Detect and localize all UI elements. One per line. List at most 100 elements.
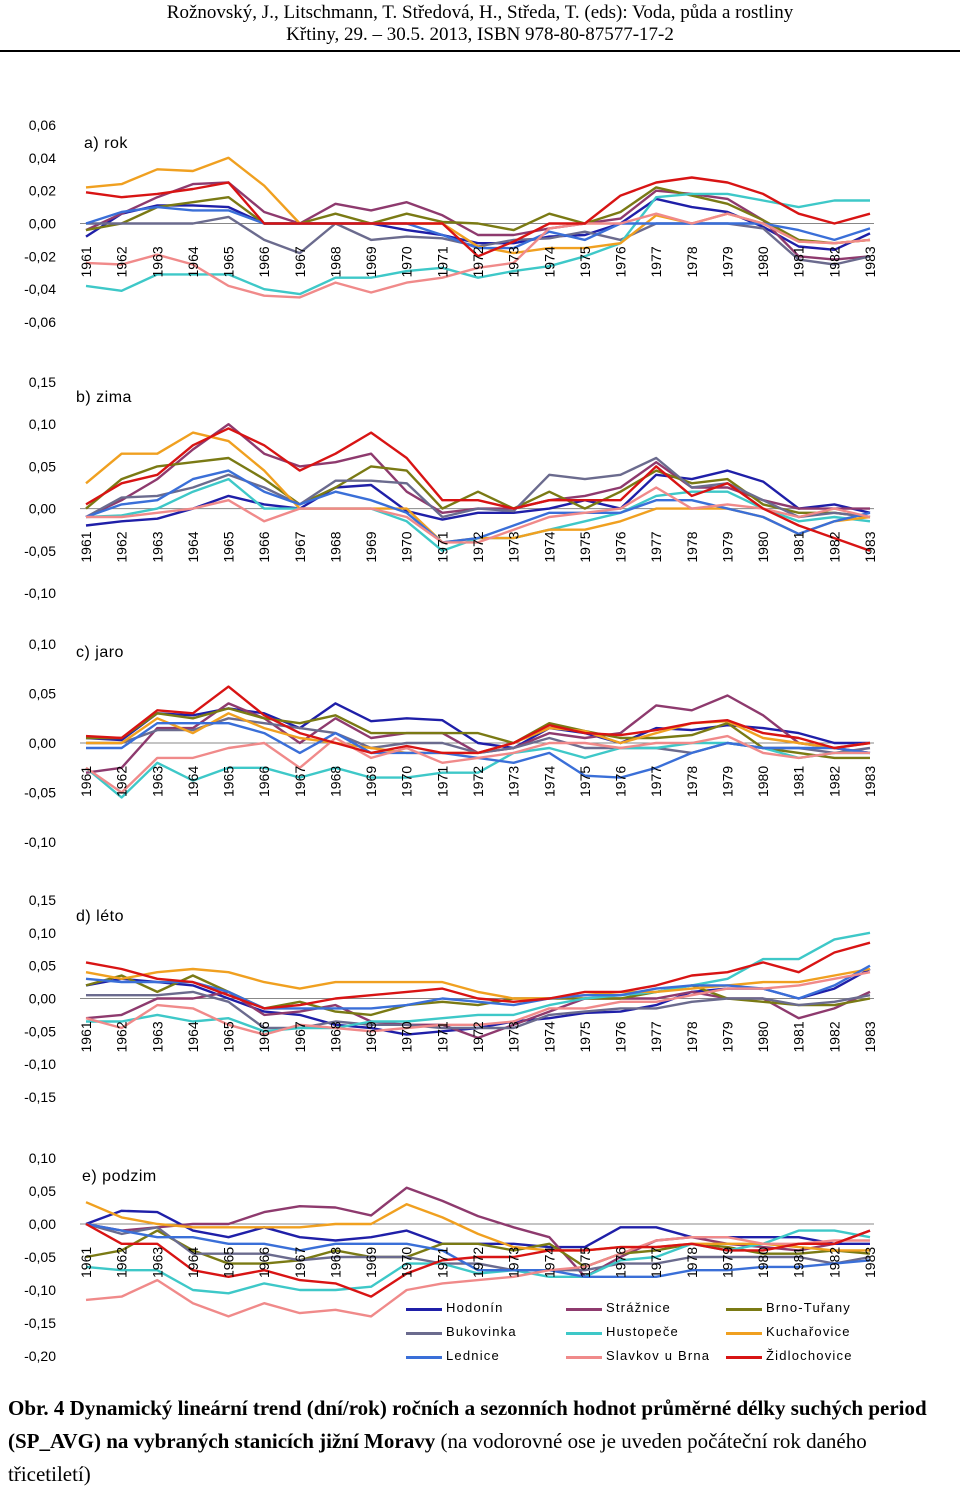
y-tick-label: 0,00 (29, 501, 56, 517)
x-tick-label: 1973 (506, 531, 522, 562)
legend-swatch (726, 1332, 762, 1335)
x-tick-label: 1980 (755, 246, 771, 277)
x-tick-label: 1963 (149, 531, 165, 562)
series-line (85, 456, 871, 519)
page-header: Rožnovský, J., Litschmann, T. Středová, … (0, 0, 960, 52)
x-tick-label: 1975 (577, 246, 593, 277)
x-tick-label: 1968 (327, 531, 343, 562)
series-line (85, 469, 871, 527)
x-tick-label: 1978 (684, 531, 700, 562)
x-tick-label: 1973 (506, 246, 522, 277)
x-tick-label: 1977 (648, 531, 664, 562)
x-tick-label: 1970 (399, 766, 415, 797)
y-tick-label: -0,10 (24, 585, 56, 601)
series-line (85, 971, 871, 1036)
series-line (85, 181, 871, 261)
x-tick-label: 1969 (363, 1021, 379, 1052)
x-tick-label: 1969 (363, 246, 379, 277)
legend-label: Bukovinka (446, 1324, 517, 1339)
x-tick-label: 1972 (470, 1021, 486, 1052)
x-tick-label: 1971 (434, 1021, 450, 1052)
x-tick-label: 1965 (221, 246, 237, 277)
figure-caption: Obr. 4 Dynamický lineární trend (dní/rok… (8, 1392, 952, 1491)
x-tick-label: 1961 (78, 1021, 94, 1052)
x-tick-label: 1983 (862, 1247, 878, 1278)
series-line (85, 1235, 870, 1318)
x-tick-label: 1982 (826, 246, 842, 277)
x-tick-label: 1979 (719, 766, 735, 797)
x-tick-label: 1973 (506, 1021, 522, 1052)
x-tick-label: 1969 (363, 531, 379, 562)
x-tick-label: 1976 (613, 246, 629, 277)
legend-swatch (566, 1308, 602, 1311)
legend-item-slavkov: Slavkov u Brna (566, 1345, 724, 1367)
legend-label: Lednice (446, 1348, 500, 1363)
y-tick-label: 0,15 (29, 374, 56, 390)
x-tick-label: 1967 (292, 766, 308, 797)
y-tick-label: 0,15 (29, 892, 56, 908)
legend-swatch (406, 1332, 442, 1335)
legend-label: Kuchařovice (766, 1324, 851, 1339)
x-tick-label: 1977 (648, 246, 664, 277)
header-authors: Rožnovský, J., Litschmann, T. Středová, … (166, 2, 794, 23)
x-tick-label: 1973 (506, 766, 522, 797)
x-tick-label: 1967 (292, 1021, 308, 1052)
legend-item-straznice: Strážnice (566, 1297, 724, 1319)
chart-title: b) zima (76, 389, 132, 406)
x-tick-label: 1961 (78, 766, 94, 797)
x-tick-label: 1966 (256, 531, 272, 562)
chart-panel-1: -0,06 -0,04 -0,02 0,00 0,02 0,04 0,06 1961 1962 1… (24, 117, 878, 330)
x-tick-label: 1982 (826, 1021, 842, 1052)
y-tick-label: 0,05 (29, 1183, 56, 1199)
caption-bold: Obr. 4 Dynamický lineární trend (dní/rok… (8, 1396, 927, 1453)
y-tick-label: 0,00 (29, 735, 56, 751)
x-tick-label: 1981 (791, 766, 807, 797)
x-tick-label: 1968 (327, 766, 343, 797)
x-tick-label: 1961 (78, 1247, 94, 1278)
x-tick-label: 1981 (791, 246, 807, 277)
series-line (85, 734, 870, 794)
y-tick-label: -0,15 (24, 1089, 56, 1105)
legend-label: Strážnice (606, 1300, 671, 1315)
x-tick-label: 1962 (114, 766, 130, 797)
x-tick-label: 1983 (862, 531, 878, 562)
x-tick-label: 1979 (719, 1247, 735, 1278)
x-tick-label: 1981 (791, 1247, 807, 1278)
series-line (85, 1222, 871, 1272)
caption-normal: (na vodorovné ose je uveden počáteční ro… (8, 1429, 867, 1486)
y-tick-label: -0,15 (24, 1315, 56, 1331)
x-tick-label: 1965 (221, 531, 237, 562)
x-tick-label: 1967 (292, 246, 308, 277)
x-tick-label: 1965 (221, 766, 237, 797)
chart-title: e) podzim (82, 1168, 157, 1185)
x-tick-label: 1964 (185, 1021, 201, 1052)
x-tick-label: 1969 (363, 766, 379, 797)
x-tick-label: 1976 (613, 766, 629, 797)
x-tick-label: 1979 (719, 531, 735, 562)
x-tick-label: 1974 (541, 1021, 557, 1052)
y-tick-label: -0,05 (24, 1023, 56, 1039)
x-tick-label: 1964 (185, 1247, 201, 1278)
x-tick-label: 1971 (434, 246, 450, 277)
chart-title: c) jaro (76, 644, 124, 661)
y-tick-label: 0,00 (29, 991, 56, 1007)
x-tick-label: 1971 (434, 531, 450, 562)
y-tick-label: -0,06 (24, 314, 56, 330)
legend-swatch (406, 1308, 442, 1311)
legend-label: Slavkov u Brna (606, 1348, 711, 1363)
series-line (85, 427, 871, 552)
x-tick-label: 1963 (149, 1247, 165, 1278)
x-tick-label: 1968 (327, 1021, 343, 1052)
x-tick-label: 1970 (399, 1247, 415, 1278)
y-tick-label: -0,05 (24, 543, 56, 559)
x-tick-label: 1983 (862, 1021, 878, 1052)
x-tick-label: 1963 (149, 766, 165, 797)
x-tick-label: 1964 (185, 246, 201, 277)
x-tick-label: 1978 (684, 766, 700, 797)
x-tick-label: 1976 (613, 531, 629, 562)
series-line (85, 1222, 871, 1298)
x-tick-label: 1982 (826, 766, 842, 797)
x-tick-label: 1962 (114, 246, 130, 277)
y-tick-label: 0,02 (29, 183, 56, 199)
legend-swatch (726, 1356, 762, 1359)
